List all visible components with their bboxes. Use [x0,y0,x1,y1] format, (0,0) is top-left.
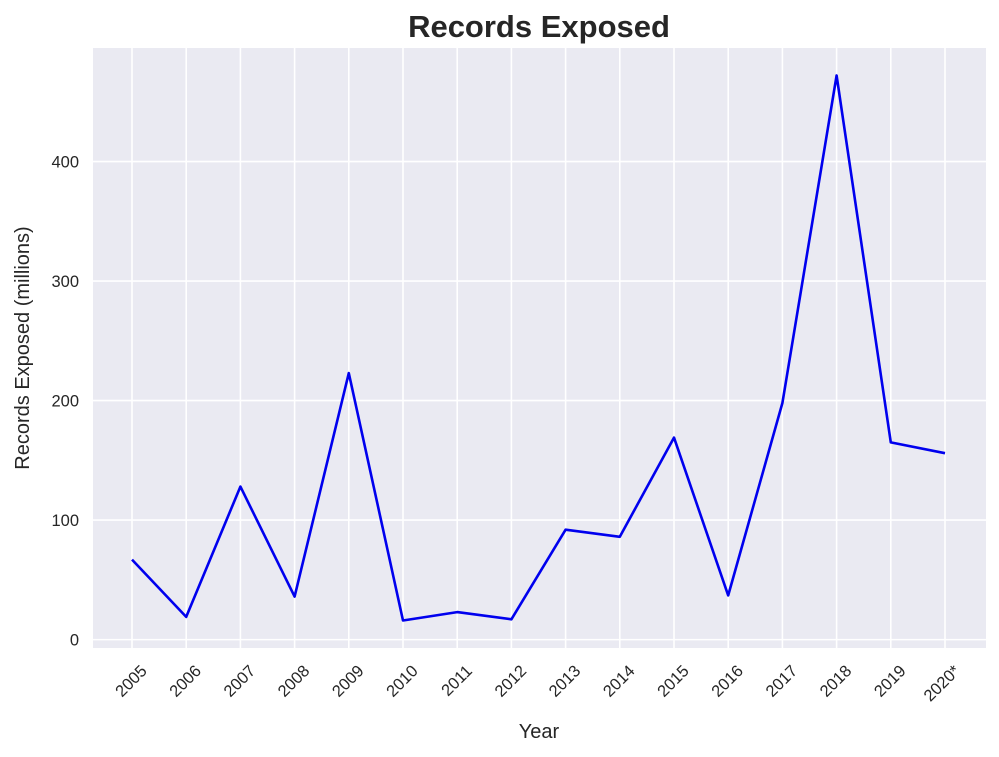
x-tick-label: 2007 [220,662,259,701]
series-line [131,74,946,622]
x-tick-label: 2012 [491,662,530,701]
x-tick-label: 2006 [166,662,205,701]
x-tick-label: 2016 [708,662,747,701]
x-ticks: 2005 2006 2007 2008 2009 2010 2011 2012 2013 2014… [112,662,964,706]
y-tick-label: 300 [51,273,79,291]
y-tick-label: 400 [51,154,79,172]
y-tick-label: 200 [51,393,79,411]
x-tick-label: 2013 [546,662,585,701]
x-tick-label: 2014 [600,662,639,701]
x-tick-label: 2019 [871,662,910,701]
grid [93,48,986,648]
x-tick-label: 2018 [817,662,856,701]
x-tick-label: 2017 [762,662,801,701]
x-tick-label: 2005 [112,662,151,701]
x-tick-label: 2011 [438,662,476,700]
y-ticks: 0 100 200 300 400 [51,154,79,650]
y-tick-label: 100 [51,512,79,530]
y-tick-label: 0 [70,632,79,650]
x-tick-label: 2010 [383,662,422,701]
x-tick-label: 2008 [275,662,314,701]
chart-title: Records Exposed [408,9,670,44]
x-tick-label: 2009 [329,662,368,701]
x-axis-label: Year [519,721,560,743]
plot-area [93,48,986,648]
y-axis-label: Records Exposed (millions) [12,226,34,469]
x-tick-label: 2015 [654,662,693,701]
x-tick-label: 2020* [921,662,965,706]
